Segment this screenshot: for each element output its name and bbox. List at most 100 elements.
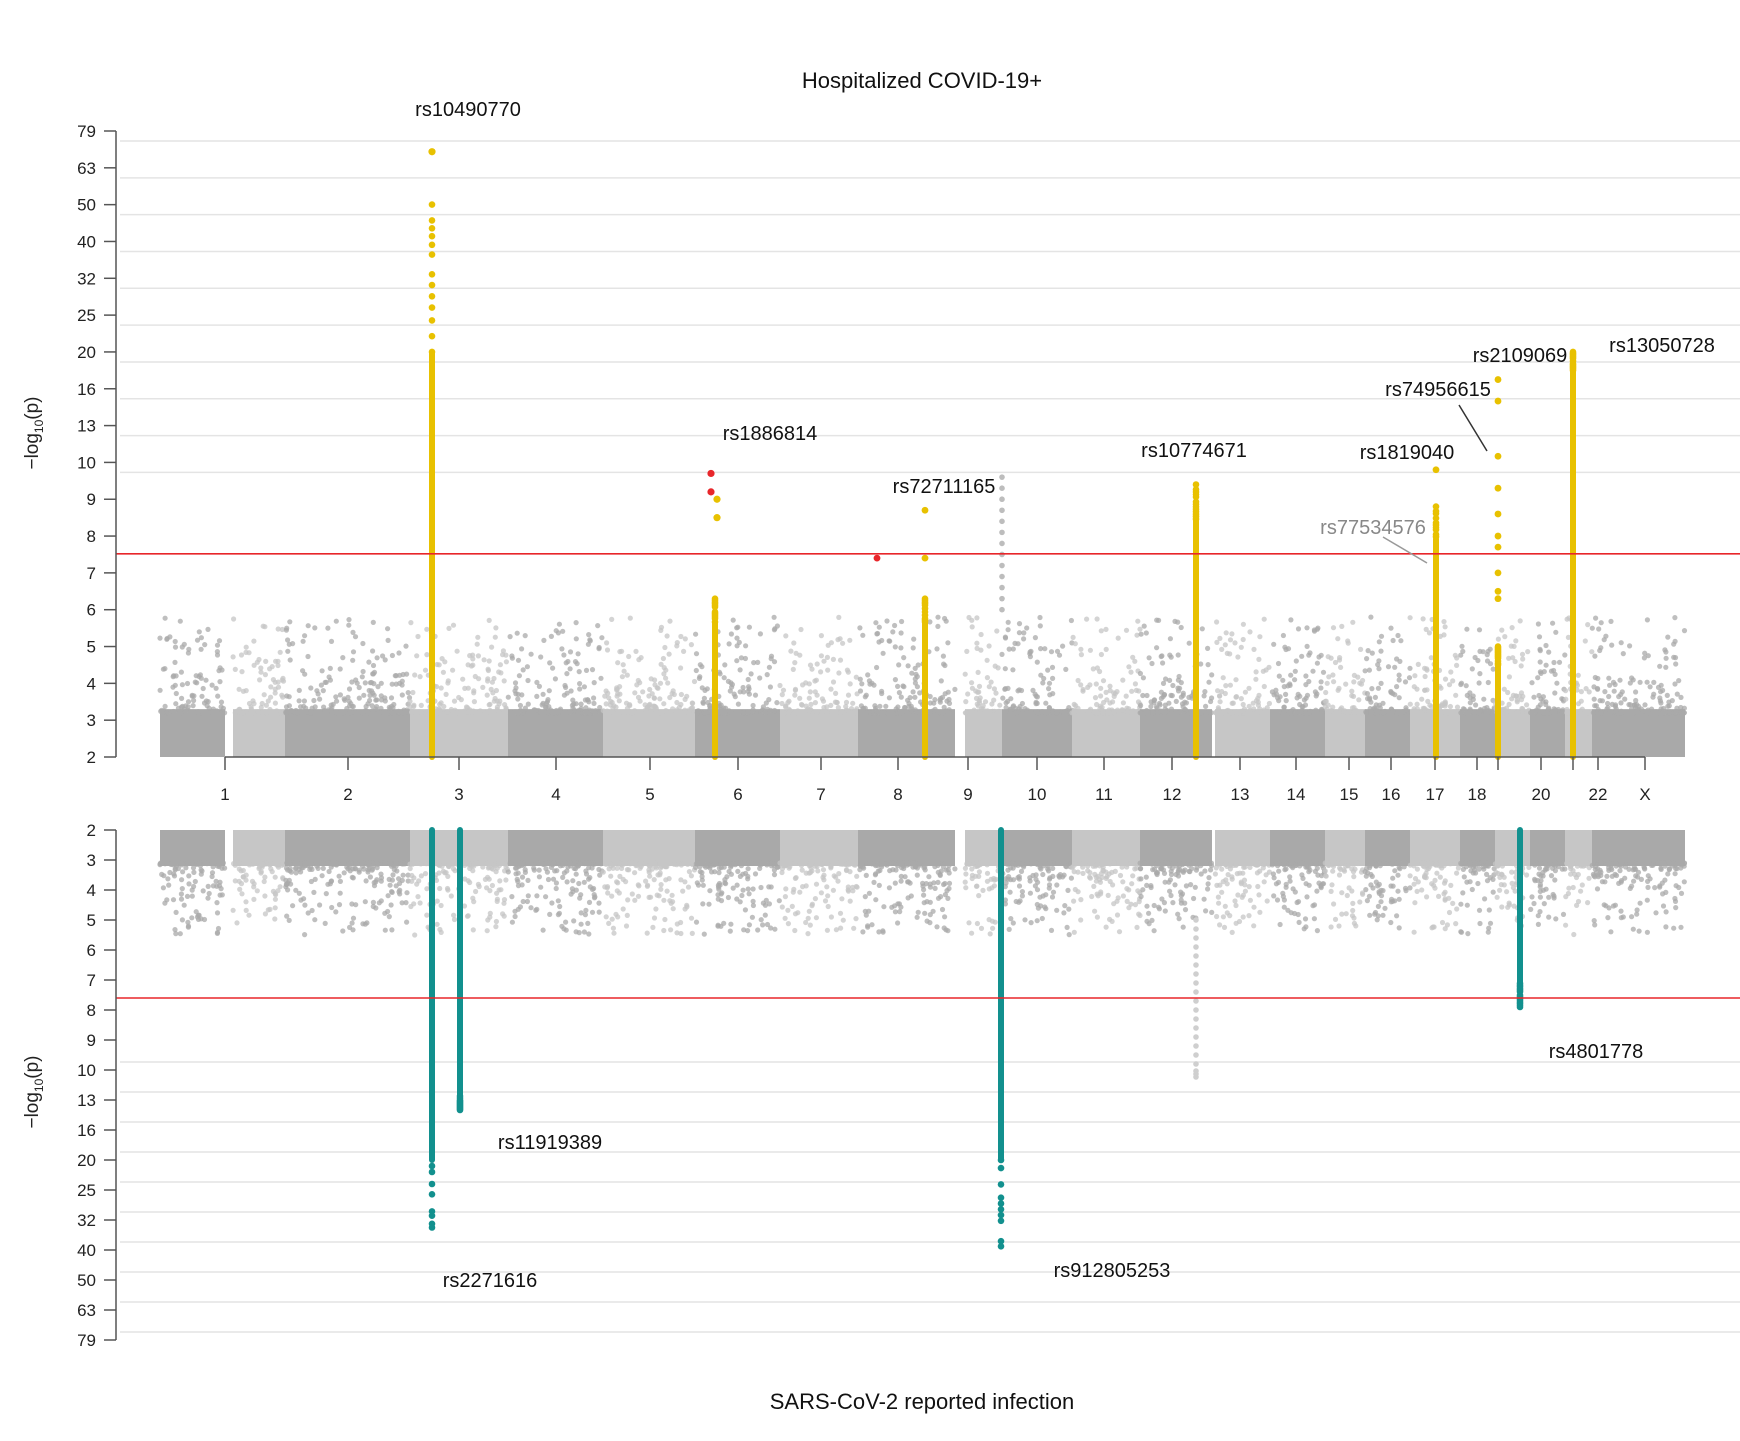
snp-point xyxy=(1251,646,1257,653)
snp-point xyxy=(694,708,701,714)
snp-point xyxy=(189,915,195,921)
snp-point xyxy=(328,638,335,645)
snp-point xyxy=(1162,908,1168,914)
snp-point xyxy=(273,892,279,898)
snp-point xyxy=(1336,872,1343,878)
snp-point xyxy=(1091,883,1097,890)
snp-point xyxy=(1464,626,1470,632)
snp-point xyxy=(1137,670,1143,677)
snp-point xyxy=(186,646,192,652)
snp-point xyxy=(670,899,676,905)
snp-point xyxy=(1109,918,1115,925)
snp-point xyxy=(1215,860,1221,866)
snp-point xyxy=(1376,639,1382,645)
snp-point xyxy=(969,680,975,686)
snp-point xyxy=(847,681,853,687)
snp-point xyxy=(651,877,657,883)
snp-point xyxy=(329,904,335,911)
snp-point xyxy=(232,710,238,716)
snp-point xyxy=(1120,893,1126,899)
snp-point xyxy=(1018,868,1025,875)
snp-point xyxy=(1137,626,1143,632)
snp-point xyxy=(1512,658,1518,665)
chromosome-block-bottom xyxy=(1140,830,1212,866)
snp-point xyxy=(1027,878,1033,884)
hit-point xyxy=(1432,531,1440,538)
snp-point xyxy=(1087,682,1093,688)
snp-point xyxy=(494,890,500,896)
snp-point xyxy=(1637,679,1643,685)
snp-point xyxy=(1363,887,1369,893)
snp-point xyxy=(434,921,440,927)
snp-point xyxy=(1407,873,1413,879)
snp-point xyxy=(199,693,205,699)
snp-point xyxy=(793,650,799,656)
snp-point xyxy=(1154,645,1160,651)
snp-point xyxy=(312,625,318,631)
snp-point xyxy=(173,909,179,916)
snp-point xyxy=(1214,913,1220,920)
snp-point xyxy=(1344,892,1350,899)
snp-point xyxy=(1175,677,1181,683)
snp-point xyxy=(1078,897,1084,903)
snp-point xyxy=(813,710,820,716)
snp-point xyxy=(205,626,211,633)
chromosome-block-top xyxy=(1002,709,1072,757)
snp-point xyxy=(1150,709,1156,716)
snp-point xyxy=(1366,667,1372,673)
snp-point xyxy=(1609,867,1615,873)
snp-point xyxy=(1085,868,1091,874)
snp-point xyxy=(647,873,653,879)
snp-point xyxy=(574,661,580,667)
snp-point xyxy=(279,692,285,698)
snp-point xyxy=(522,869,529,876)
snp-point xyxy=(1396,677,1402,683)
snp-point xyxy=(1099,874,1105,881)
snp-point xyxy=(359,674,365,680)
snp-point xyxy=(490,690,496,696)
snp-point xyxy=(240,688,246,694)
snp-point xyxy=(685,884,692,890)
snp-point xyxy=(1473,870,1479,876)
snp-point xyxy=(200,888,206,894)
snp-point xyxy=(1546,705,1552,711)
snp-point xyxy=(911,636,917,642)
snp-point xyxy=(1055,860,1062,866)
snp-point xyxy=(1397,658,1403,665)
snp-point xyxy=(988,679,994,685)
snp-point xyxy=(217,892,223,898)
snp-point xyxy=(373,905,379,911)
snp-point xyxy=(356,684,362,691)
snp-point xyxy=(1364,898,1370,904)
snp-point xyxy=(1495,636,1501,642)
snp-point xyxy=(909,670,915,676)
snp-point xyxy=(366,659,372,665)
snp-point xyxy=(690,700,696,706)
snp-point xyxy=(1467,700,1473,706)
snp-point xyxy=(1365,860,1371,866)
snp-point xyxy=(1012,640,1018,647)
snp-point xyxy=(935,895,942,901)
snp-point xyxy=(1175,868,1181,874)
snp-point xyxy=(480,684,486,691)
snp-point xyxy=(349,874,355,880)
snp-point xyxy=(1178,889,1184,895)
snp-point xyxy=(989,918,996,924)
snp-point xyxy=(194,680,200,686)
snp-point xyxy=(658,624,665,630)
snp-point xyxy=(179,644,185,650)
snp-point xyxy=(1585,709,1591,716)
snp-point xyxy=(1203,908,1209,914)
snp-point xyxy=(1452,652,1458,658)
snp-point xyxy=(262,874,268,880)
snp-point xyxy=(1564,860,1570,866)
snp-point xyxy=(1634,907,1640,913)
snp-point xyxy=(550,665,556,671)
snp-point xyxy=(333,710,340,716)
snp-point xyxy=(1420,616,1426,622)
snp-point xyxy=(1186,694,1192,701)
snp-point xyxy=(246,650,252,656)
snp-point xyxy=(1008,710,1014,716)
snp-point xyxy=(859,861,865,867)
snp-point xyxy=(1446,709,1452,716)
